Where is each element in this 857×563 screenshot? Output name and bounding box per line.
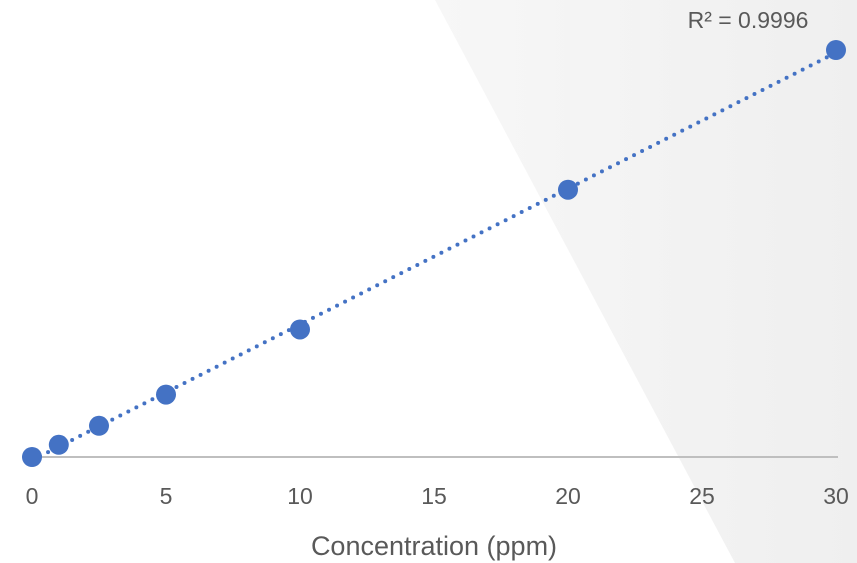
x-tick-label: 0 [26, 483, 39, 509]
point [558, 179, 578, 200]
point [826, 40, 846, 60]
point [89, 415, 109, 436]
x-tick-label: 10 [287, 483, 313, 509]
x-tick-label: 25 [689, 483, 715, 509]
point [156, 384, 176, 405]
r-squared: R² = 0.9996 [688, 7, 809, 33]
x-tick-label: 30 [823, 483, 849, 509]
point [22, 447, 42, 467]
trendline [30, 50, 838, 463]
x-tick-label: 20 [555, 483, 581, 509]
x-axis-title: Concentration (ppm) [311, 531, 557, 561]
background-shade [435, 0, 857, 563]
x-tick-label: 5 [160, 483, 173, 509]
point [48, 434, 69, 455]
point [290, 319, 310, 340]
x-tick-label: 15 [421, 483, 447, 509]
